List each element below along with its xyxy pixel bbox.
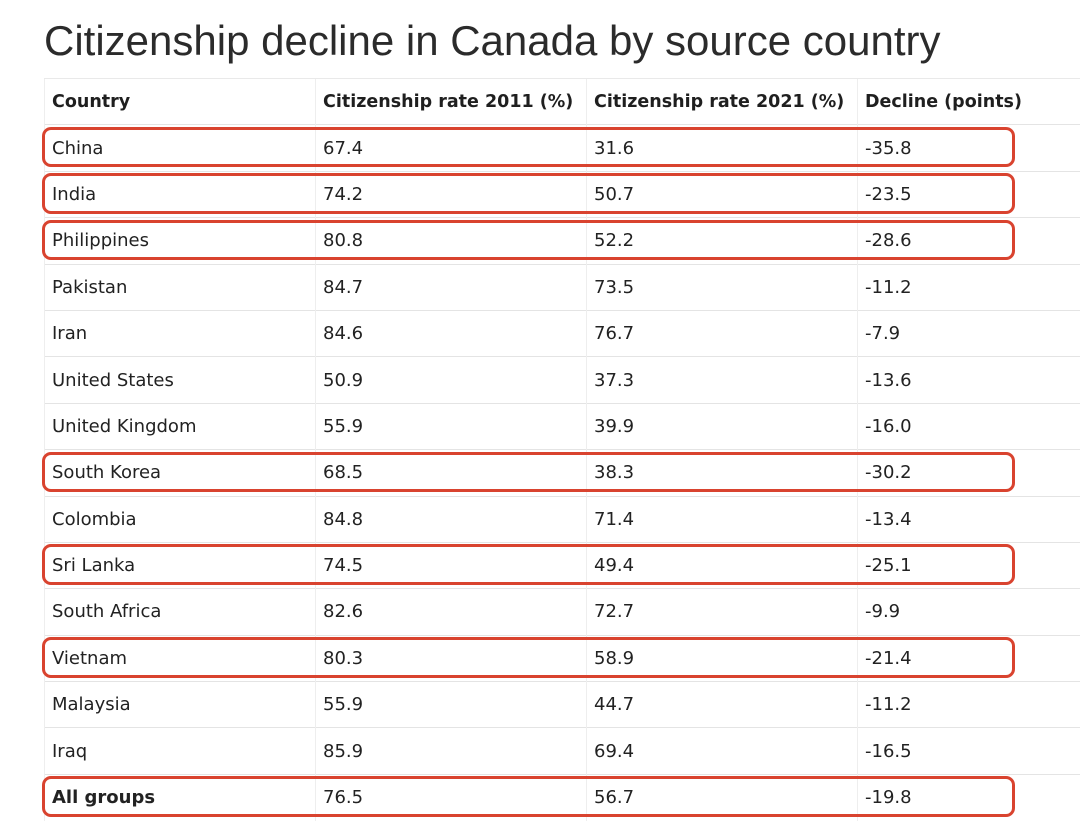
country-cell: Colombia [44, 495, 316, 543]
rate-2021-cell: 49.4 [586, 541, 858, 589]
decline-cell: -30.2 [857, 449, 1080, 497]
rate-2021-cell: 71.4 [586, 495, 858, 543]
decline-cell: -11.2 [857, 263, 1080, 311]
table-row: South Africa 82.6 72.7 -9.9 [44, 588, 1080, 636]
decline-cell: -11.2 [857, 681, 1080, 728]
table-row: United Kingdom 55.9 39.9 -16.0 [44, 402, 1080, 450]
rate-2011-cell: 84.8 [315, 495, 587, 543]
country-cell: Iran [44, 309, 316, 357]
rate-2011-cell: 85.9 [315, 727, 587, 775]
table-row: China 67.4 31.6 -35.8 [44, 124, 1080, 172]
column-header-country: Country [44, 77, 316, 125]
rate-2011-cell: 68.5 [315, 449, 587, 497]
rate-2011-cell: 80.3 [315, 634, 587, 682]
table-row: Iraq 85.9 69.4 -16.5 [44, 727, 1080, 775]
decline-cell: -16.0 [857, 402, 1080, 450]
table-row: Vietnam 80.3 58.9 -21.4 [44, 634, 1080, 682]
table-row: Sri Lanka 74.5 49.4 -25.1 [44, 541, 1080, 589]
table-row: Philippines 80.8 52.2 -28.6 [44, 217, 1080, 265]
country-cell: United States [44, 356, 316, 404]
decline-cell: -21.4 [857, 634, 1080, 682]
country-cell: Pakistan [44, 263, 316, 311]
table-row: Iran 84.6 76.7 -7.9 [44, 309, 1080, 357]
rate-2021-cell: 44.7 [586, 681, 858, 728]
country-cell: South Korea [44, 449, 316, 497]
column-header-decline: Decline (points) [857, 77, 1080, 125]
rate-2021-cell: 69.4 [586, 727, 858, 775]
country-cell: India [44, 170, 316, 218]
table-row: Pakistan 84.7 73.5 -11.2 [44, 263, 1080, 311]
rate-2011-cell: 76.5 [315, 773, 587, 821]
rate-2021-cell: 73.5 [586, 263, 858, 311]
decline-cell: -19.8 [857, 773, 1080, 821]
country-cell: South Africa [44, 588, 316, 636]
rate-2011-cell: 67.4 [315, 124, 587, 172]
decline-cell: -16.5 [857, 727, 1080, 775]
column-header-rate-2021: Citizenship rate 2021 (%) [586, 77, 858, 125]
rate-2011-cell: 84.6 [315, 309, 587, 357]
decline-cell: -13.4 [857, 495, 1080, 543]
decline-cell: -13.6 [857, 356, 1080, 404]
rate-2021-cell: 39.9 [586, 402, 858, 450]
decline-cell: -28.6 [857, 217, 1080, 265]
country-cell: Iraq [44, 727, 316, 775]
rate-2011-cell: 55.9 [315, 681, 587, 728]
rate-2021-cell: 37.3 [586, 356, 858, 404]
table-row: Colombia 84.8 71.4 -13.4 [44, 495, 1080, 543]
country-cell: China [44, 124, 316, 172]
table-row: United States 50.9 37.3 -13.6 [44, 356, 1080, 404]
table-total-row: All groups 76.5 56.7 -19.8 [44, 773, 1080, 821]
rate-2021-cell: 38.3 [586, 449, 858, 497]
rate-2021-cell: 58.9 [586, 634, 858, 682]
rate-2021-cell: 72.7 [586, 588, 858, 636]
rate-2011-cell: 74.2 [315, 170, 587, 218]
citizenship-table: Country Citizenship rate 2011 (%) Citize… [44, 77, 1080, 821]
rate-2021-cell: 31.6 [586, 124, 858, 172]
country-cell: Malaysia [44, 681, 316, 728]
table-row: South Korea 68.5 38.3 -30.2 [44, 449, 1080, 497]
rate-2021-cell: 52.2 [586, 217, 858, 265]
rate-2021-cell: 76.7 [586, 309, 858, 357]
table-header-row: Country Citizenship rate 2011 (%) Citize… [44, 77, 1080, 125]
country-cell: Philippines [44, 217, 316, 265]
rate-2021-cell: 56.7 [586, 773, 858, 821]
table-row: India 74.2 50.7 -23.5 [44, 170, 1080, 218]
country-cell: All groups [44, 773, 316, 821]
decline-cell: -25.1 [857, 541, 1080, 589]
decline-cell: -7.9 [857, 309, 1080, 357]
country-cell: Vietnam [44, 634, 316, 682]
rate-2011-cell: 50.9 [315, 356, 587, 404]
rate-2011-cell: 84.7 [315, 263, 587, 311]
page-title: Citizenship decline in Canada by source … [44, 17, 941, 64]
rate-2011-cell: 80.8 [315, 217, 587, 265]
decline-cell: -9.9 [857, 588, 1080, 636]
decline-cell: -23.5 [857, 170, 1080, 218]
column-header-rate-2011: Citizenship rate 2011 (%) [315, 77, 587, 125]
country-cell: United Kingdom [44, 402, 316, 450]
rate-2011-cell: 55.9 [315, 402, 587, 450]
rate-2011-cell: 82.6 [315, 588, 587, 636]
decline-cell: -35.8 [857, 124, 1080, 172]
country-cell: Sri Lanka [44, 541, 316, 589]
rate-2011-cell: 74.5 [315, 541, 587, 589]
rate-2021-cell: 50.7 [586, 170, 858, 218]
table-row: Malaysia 55.9 44.7 -11.2 [44, 681, 1080, 728]
